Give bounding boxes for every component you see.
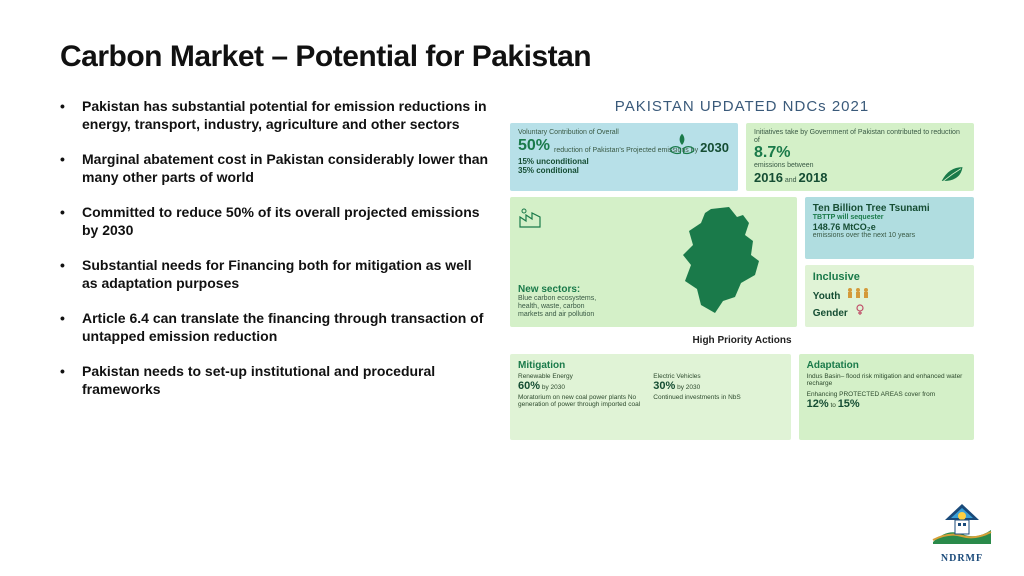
cell-label: Renewable Energy: [518, 373, 647, 380]
list-item: Marginal abatement cost in Pakistan cons…: [60, 151, 490, 186]
tile-year: 2018: [799, 170, 828, 185]
adapt-text: Enhancing PROTECTED AREAS cover from: [807, 391, 936, 398]
tile-percent: 50%: [518, 137, 550, 154]
mitig-cell: Electric Vehicles 30% by 2030: [653, 373, 782, 392]
factory-icon: [518, 205, 542, 229]
tile-text: Blue carbon ecosystems, health, waste, c…: [518, 295, 598, 319]
adapt-value: 15%: [838, 398, 860, 410]
pakistan-map-icon: [671, 201, 791, 321]
infographic: PAKISTAN UPDATED NDCs 2021 Voluntary Con…: [510, 98, 974, 556]
mitig-cell: Continued investments in NbS: [653, 394, 782, 408]
list-item: Pakistan needs to set-up institutional a…: [60, 363, 490, 398]
side-column: Ten Billion Tree Tsunami TBTTP will sequ…: [805, 197, 974, 327]
high-priority-title: High Priority Actions: [510, 335, 974, 346]
adapt-item: Enhancing PROTECTED AREAS cover from 12%…: [807, 391, 966, 411]
cell-value: 60%: [518, 380, 540, 392]
tile-year: 2030: [700, 140, 729, 155]
tile-text: and: [785, 177, 797, 184]
tile-contribution: Voluntary Contribution of Overall 50% re…: [510, 123, 738, 191]
ndrmf-logo: NDRMF: [918, 502, 1006, 564]
tile-header: Adaptation: [807, 360, 966, 371]
row-2: New sectors: Blue carbon ecosystems, hea…: [510, 197, 974, 327]
tile-header: Inclusive: [813, 271, 966, 283]
tile-tree-tsunami: Ten Billion Tree Tsunami TBTTP will sequ…: [805, 197, 974, 259]
list-item: Substantial needs for Financing both for…: [60, 257, 490, 292]
adapt-text: to: [830, 402, 835, 409]
tile-header: Ten Billion Tree Tsunami: [813, 203, 966, 214]
tile-text: Initiatives take by Government of Pakist…: [754, 129, 966, 144]
tile-initiatives: Initiatives take by Government of Pakist…: [746, 123, 974, 191]
list-item: Article 6.4 can translate the financing …: [60, 310, 490, 345]
cell-value: 30%: [653, 380, 675, 392]
page-title: Carbon Market – Potential for Pakistan: [60, 40, 974, 74]
mitig-cell: Renewable Energy 60% by 2030: [518, 373, 647, 392]
cell-label: Electric Vehicles: [653, 373, 782, 380]
tile-text: emissions over the next 10 years: [813, 232, 966, 240]
tile-text: TBTTP will sequester: [813, 214, 966, 222]
cell-suffix: by 2030: [677, 384, 700, 391]
tile-text: Youth: [813, 291, 841, 302]
people-icon: [846, 287, 876, 299]
row-3: Mitigation Renewable Energy 60% by 2030 …: [510, 354, 974, 440]
adapt-item: Indus Basin– flood risk mitigation and e…: [807, 373, 966, 388]
slide: Carbon Market – Potential for Pakistan P…: [0, 0, 1024, 576]
tile-text: 15% unconditional: [518, 157, 730, 166]
adaptation-column: Adaptation Indus Basin– flood risk mitig…: [799, 354, 974, 440]
tile-text: Voluntary Contribution of Overall: [518, 129, 730, 137]
hands-plant-icon: [666, 129, 698, 161]
infographic-title: PAKISTAN UPDATED NDCs 2021: [510, 98, 974, 115]
leaf-icon: [940, 163, 966, 185]
sectors-label: New sectors: Blue carbon ecosystems, hea…: [518, 284, 598, 319]
mitigation-column: Mitigation Renewable Energy 60% by 2030 …: [510, 354, 791, 440]
logo-text: NDRMF: [918, 553, 1006, 564]
cell-suffix: by 2030: [542, 384, 565, 391]
tile-text: 35% conditional: [518, 166, 730, 175]
list-item: Pakistan has substantial potential for e…: [60, 98, 490, 133]
tile-text: emissions between: [754, 162, 814, 169]
tile-header: Mitigation: [518, 360, 783, 371]
tile-value: 148.76 MtCO₂e: [813, 222, 966, 232]
row-1: Voluntary Contribution of Overall 50% re…: [510, 123, 974, 191]
adapt-value: 12%: [807, 398, 829, 410]
tile-map: New sectors: Blue carbon ecosystems, hea…: [510, 197, 797, 327]
content-row: Pakistan has substantial potential for e…: [60, 98, 974, 556]
list-item: Committed to reduce 50% of its overall p…: [60, 204, 490, 239]
gender-icon: [854, 304, 866, 316]
bullet-list: Pakistan has substantial potential for e…: [60, 98, 490, 556]
tile-inclusive: Inclusive Youth Gender: [805, 265, 974, 327]
tile-mitigation: Mitigation Renewable Energy 60% by 2030 …: [510, 354, 791, 440]
mitig-cell: Moratorium on new coal power plants No g…: [518, 394, 647, 408]
tile-percent: 8.7%: [754, 144, 966, 162]
tile-adaptation: Adaptation Indus Basin– flood risk mitig…: [799, 354, 974, 440]
tile-header: New sectors:: [518, 284, 598, 295]
tile-year: 2016: [754, 170, 783, 185]
logo-icon: [927, 502, 997, 546]
tile-text: Gender: [813, 308, 848, 319]
